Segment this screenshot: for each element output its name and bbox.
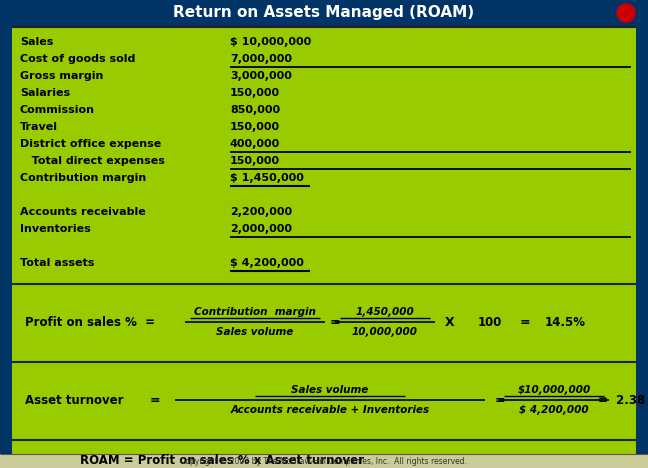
Text: Return on Assets Managed (ROAM): Return on Assets Managed (ROAM) <box>174 6 474 21</box>
Text: Gross margin: Gross margin <box>20 71 104 81</box>
Bar <box>636 0 648 468</box>
Text: 150,000: 150,000 <box>230 122 280 132</box>
Text: Contribution margin: Contribution margin <box>20 173 146 183</box>
Bar <box>0 0 12 468</box>
Text: Total direct expenses: Total direct expenses <box>20 156 165 166</box>
Text: $ 4,200,000: $ 4,200,000 <box>230 258 304 268</box>
Text: =: = <box>150 394 160 407</box>
Text: Profit on sales %  =: Profit on sales % = <box>25 315 155 329</box>
Text: X: X <box>445 315 455 329</box>
Text: Sales volume: Sales volume <box>292 385 369 395</box>
Bar <box>0 0 648 26</box>
Circle shape <box>617 4 635 22</box>
Text: 150,000: 150,000 <box>230 156 280 166</box>
Text: $ 4,200,000: $ 4,200,000 <box>519 405 589 415</box>
Text: 3,000,000: 3,000,000 <box>230 71 292 81</box>
Text: Accounts receivable + Inventories: Accounts receivable + Inventories <box>231 405 430 415</box>
Text: 850,000: 850,000 <box>230 105 280 115</box>
Text: Travel: Travel <box>20 122 58 132</box>
Text: 1,450,000: 1,450,000 <box>356 307 414 317</box>
Text: 7,000,000: 7,000,000 <box>230 54 292 64</box>
Text: =: = <box>520 315 530 329</box>
Text: $10,000,000: $10,000,000 <box>517 385 590 395</box>
Text: 14.5%: 14.5% <box>544 315 586 329</box>
Text: $ 1,450,000: $ 1,450,000 <box>230 173 304 183</box>
Text: District office expense: District office expense <box>20 139 161 149</box>
Text: =: = <box>494 394 505 407</box>
Text: 2,200,000: 2,200,000 <box>230 207 292 217</box>
Text: ROAM = Profit on sales % x Asset turnover: ROAM = Profit on sales % x Asset turnove… <box>80 453 364 467</box>
Text: =  2.38: = 2.38 <box>598 394 645 407</box>
Text: 10,000,000: 10,000,000 <box>352 327 418 337</box>
Text: Cost of goods sold: Cost of goods sold <box>20 54 135 64</box>
Text: Copyright © 2003 by The McGraw-Hill Companies, Inc.  All rights reserved.: Copyright © 2003 by The McGraw-Hill Comp… <box>181 456 467 466</box>
Text: 100: 100 <box>478 315 502 329</box>
Text: 2,000,000: 2,000,000 <box>230 224 292 234</box>
Text: Asset turnover: Asset turnover <box>25 394 124 407</box>
Text: Inventories: Inventories <box>20 224 91 234</box>
Text: Commission: Commission <box>20 105 95 115</box>
Bar <box>0 454 648 468</box>
Text: Salaries: Salaries <box>20 88 70 98</box>
Text: 400,000: 400,000 <box>230 139 280 149</box>
Text: $ 10,000,000: $ 10,000,000 <box>230 37 311 47</box>
Text: =: = <box>330 315 340 329</box>
Text: Sales volume: Sales volume <box>216 327 294 337</box>
Text: Total assets: Total assets <box>20 258 95 268</box>
Text: Contribution  margin: Contribution margin <box>194 307 316 317</box>
Text: 150,000: 150,000 <box>230 88 280 98</box>
Text: Sales: Sales <box>20 37 53 47</box>
Text: Accounts receivable: Accounts receivable <box>20 207 146 217</box>
